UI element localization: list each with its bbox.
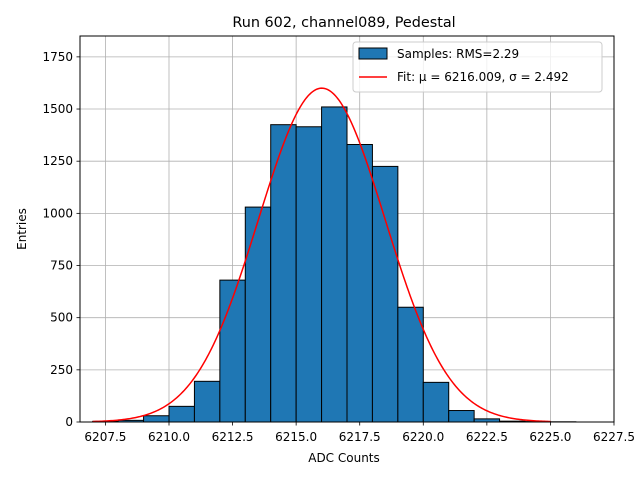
x-tick-label: 6215.0 [275, 430, 317, 444]
y-axis-ticks: 0 250 500 750 1000 1250 1500 1750 [42, 50, 80, 429]
histogram-bar [371, 165, 399, 423]
x-tick-label: 6207.5 [84, 430, 126, 444]
y-tick-label: 500 [50, 311, 73, 325]
histogram-bar [321, 106, 348, 423]
y-tick-label: 1750 [42, 50, 73, 64]
y-tick-label: 250 [50, 363, 73, 377]
legend-label-samples: Samples: RMS=2.29 [397, 47, 519, 61]
y-tick-label: 1500 [42, 102, 73, 116]
x-tick-label: 6217.5 [339, 430, 381, 444]
legend: Samples: RMS=2.29 Fit: μ = 6216.009, σ =… [352, 41, 603, 93]
x-axis-title: ADC Counts [308, 451, 380, 465]
y-tick-label: 1250 [42, 154, 73, 168]
gaussian-fit-curve [92, 87, 551, 423]
x-tick-label: 6220.0 [402, 430, 444, 444]
histogram-bar [295, 126, 323, 423]
chart-title: Run 602, channel089, Pedestal [232, 15, 455, 31]
histogram-bar [219, 279, 246, 423]
histogram-bar [244, 206, 272, 423]
x-tick-label: 6227.5 [593, 430, 635, 444]
plot-frame [79, 35, 615, 423]
y-tick-label: 1000 [42, 206, 73, 220]
histogram-bar [448, 410, 475, 423]
y-tick-label: 750 [50, 259, 73, 273]
histogram-bar [193, 380, 221, 423]
histogram-bar [346, 143, 373, 423]
legend-box [352, 41, 603, 93]
fit-curve-layer [92, 87, 551, 423]
legend-swatch-samples [358, 47, 388, 60]
y-axis-title: Entries [15, 208, 29, 250]
x-tick-label: 6212.5 [212, 430, 254, 444]
x-tick-label: 6210.0 [148, 430, 190, 444]
legend-label-fit: Fit: μ = 6216.009, σ = 2.492 [397, 70, 569, 84]
x-axis-ticks: 6207.5 6210.0 6212.5 6215.0 6217.5 6220.0 6222… [84, 422, 635, 444]
histogram-bar [168, 405, 195, 423]
y-tick-label: 0 [65, 415, 73, 429]
histogram-bar [397, 306, 424, 423]
histogram-bar [422, 381, 450, 423]
histogram-bars [92, 106, 577, 423]
histogram-bar [143, 415, 170, 423]
x-tick-label: 6222.5 [466, 430, 508, 444]
x-tick-label: 6225.0 [529, 430, 571, 444]
